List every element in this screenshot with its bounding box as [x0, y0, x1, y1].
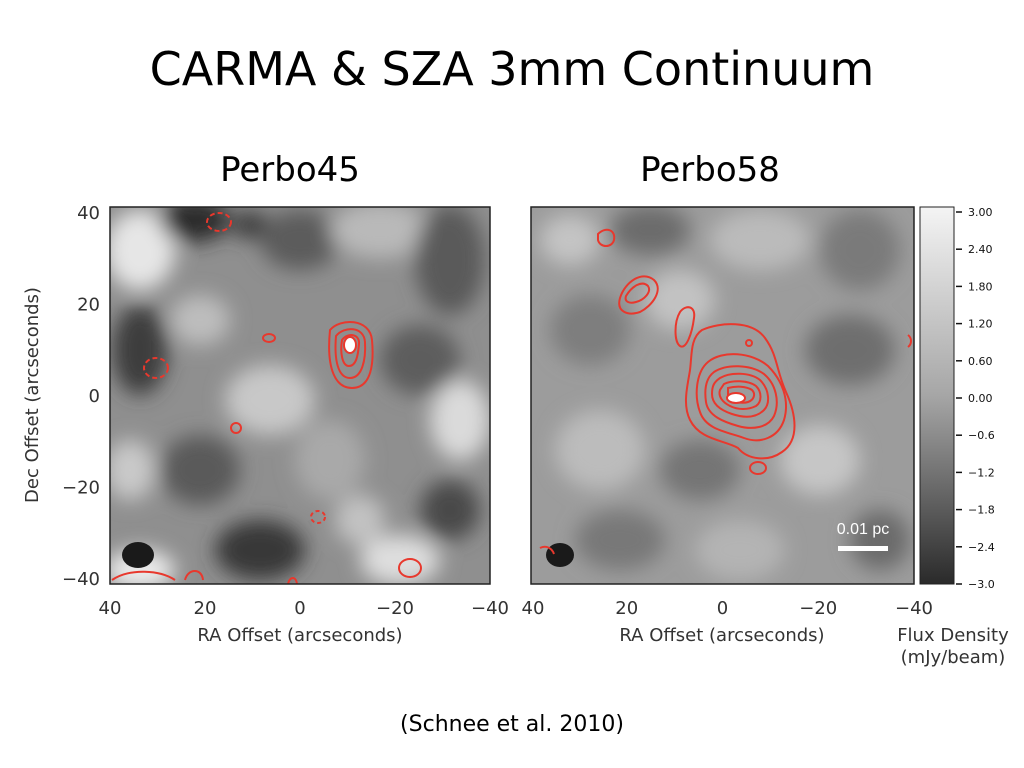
colorbar-tick-label: −1.8: [968, 504, 995, 517]
colorbar-tick-label: 1.80: [968, 280, 993, 293]
citation: (Schnee et al. 2010): [400, 712, 624, 737]
map-perbo45-texture: [110, 207, 490, 584]
panel-title-perbo45: Perbo45: [220, 150, 360, 190]
colorbar: 3.00 2.40 1.80 1.20 0.60 0.00 −0.6 −1.2 −1.8 −2.4…: [919, 206, 995, 591]
beam-ellipse-perbo58: [546, 543, 574, 567]
map-perbo58: 0.01 pc: [530, 206, 915, 585]
x-tick-label: −20: [376, 598, 414, 619]
colorbar-tick-label: 3.00: [968, 206, 993, 219]
scale-bar-label: 0.01 pc: [837, 521, 889, 538]
x-tick-label: 20: [615, 598, 638, 619]
colorbar-tick-label: 0.60: [968, 355, 993, 368]
x-tick-label: 40: [99, 598, 122, 619]
axes-perbo45: RA Offset (arcseconds) Dec Offset (arcse…: [22, 203, 509, 646]
x-tick-label: −40: [895, 598, 933, 619]
colorbar-tick-label: −3.0: [968, 578, 995, 591]
y-tick-label: 0: [89, 386, 100, 407]
xlabel-perbo58: RA Offset (arcseconds): [619, 625, 824, 646]
y-tick-label: 40: [77, 203, 100, 224]
x-tick-label: −20: [799, 598, 837, 619]
colorbar-tick-label: −2.4: [968, 541, 995, 554]
x-tick-label: 0: [717, 598, 728, 619]
x-tick-label: 20: [194, 598, 217, 619]
colorbar-label-line2: (mJy/beam): [901, 647, 1006, 668]
x-tick-label: −40: [471, 598, 509, 619]
beam-ellipse-perbo45: [122, 542, 154, 568]
y-tick-label: 20: [77, 295, 100, 316]
x-tick-label: 40: [522, 598, 545, 619]
map-perbo45: [109, 206, 491, 585]
colorbar-tick-label: 2.40: [968, 243, 993, 256]
colorbar-tick-label: −0.6: [968, 429, 995, 442]
contours-perbo45: [111, 212, 422, 585]
x-tick-label: 0: [294, 598, 305, 619]
scale-bar: [838, 546, 888, 551]
colorbar-label-line1: Flux Density: [897, 625, 1009, 646]
slide-title: CARMA & SZA 3mm Continuum: [149, 42, 875, 96]
xlabel-perbo45: RA Offset (arcseconds): [197, 625, 402, 646]
y-tick-label: −20: [62, 478, 100, 499]
map-perbo58-texture: [540, 207, 910, 580]
colorbar-tick-label: 0.00: [968, 392, 993, 405]
axes-perbo58: RA Offset (arcseconds) 40 20 0 −20 −40: [522, 598, 933, 646]
ylabel-perbo45: Dec Offset (arcseconds): [22, 287, 43, 503]
colorbar-tick-label: 1.20: [968, 318, 993, 331]
y-tick-label: −40: [62, 569, 100, 590]
panel-title-perbo58: Perbo58: [640, 150, 780, 190]
contours-perbo58: [539, 228, 912, 555]
colorbar-tick-label: −1.2: [968, 466, 995, 479]
